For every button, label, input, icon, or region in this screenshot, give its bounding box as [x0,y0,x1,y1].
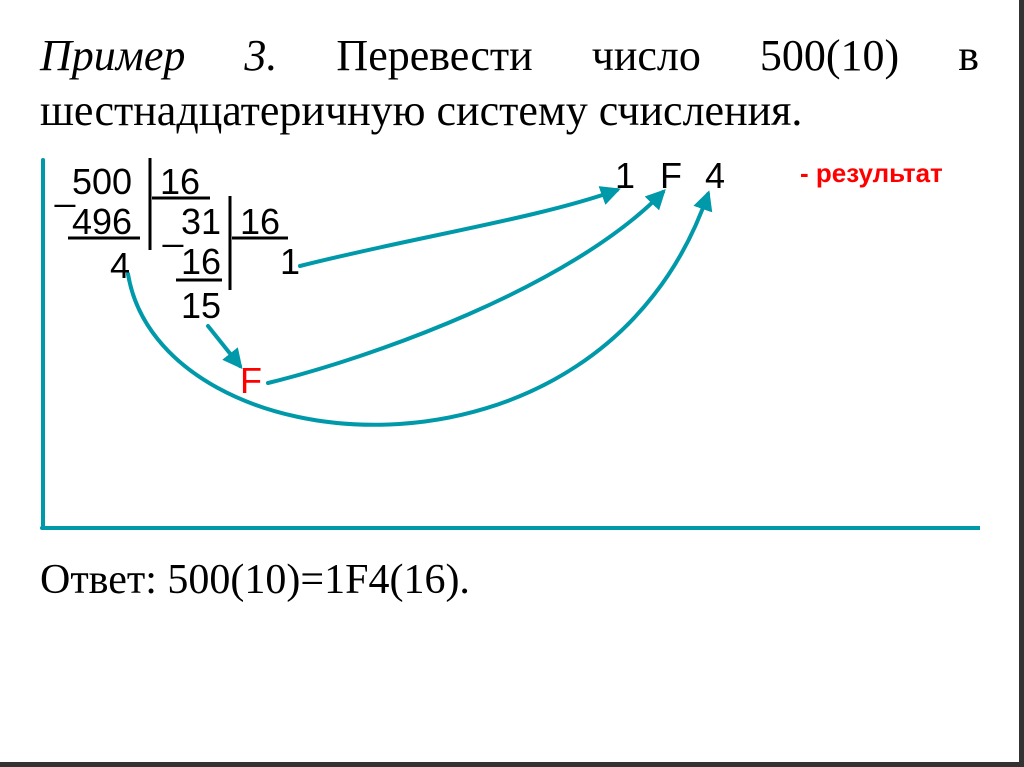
answer: Ответ: 500(10)=1F4(16). [40,556,979,604]
diagram-label-d16a: 16 [160,164,200,200]
title-example-number: Пример 3. [40,31,277,80]
diagram-label-d16b: 16 [240,204,280,240]
diagram-label-res4: 4 [705,158,725,194]
diagram-label-minus2: _ [163,210,183,246]
diagram-label-n496: 496 [72,204,132,240]
diagram-label-resF: F [660,158,682,194]
diagram-label-n500: 500 [72,164,132,200]
diagram-label-r15: 15 [181,288,221,324]
diagram-label-F: F [240,363,262,399]
diagram-label-n31: 31 [181,204,221,240]
division-diagram: 50016496311641611514__FF- результат [40,158,980,538]
diagram-label-n16c: 16 [181,244,221,280]
diagram-label-minus1: _ [55,170,75,206]
result-label: - результат [800,158,943,189]
title: Пример 3. Перевести число 500(10) в шест… [40,28,979,138]
diagram-label-res1: 1 [615,158,635,194]
diagram-label-q1: 1 [280,244,300,280]
diagram-label-r4: 4 [110,248,130,284]
slide: Пример 3. Перевести число 500(10) в шест… [0,0,1024,767]
